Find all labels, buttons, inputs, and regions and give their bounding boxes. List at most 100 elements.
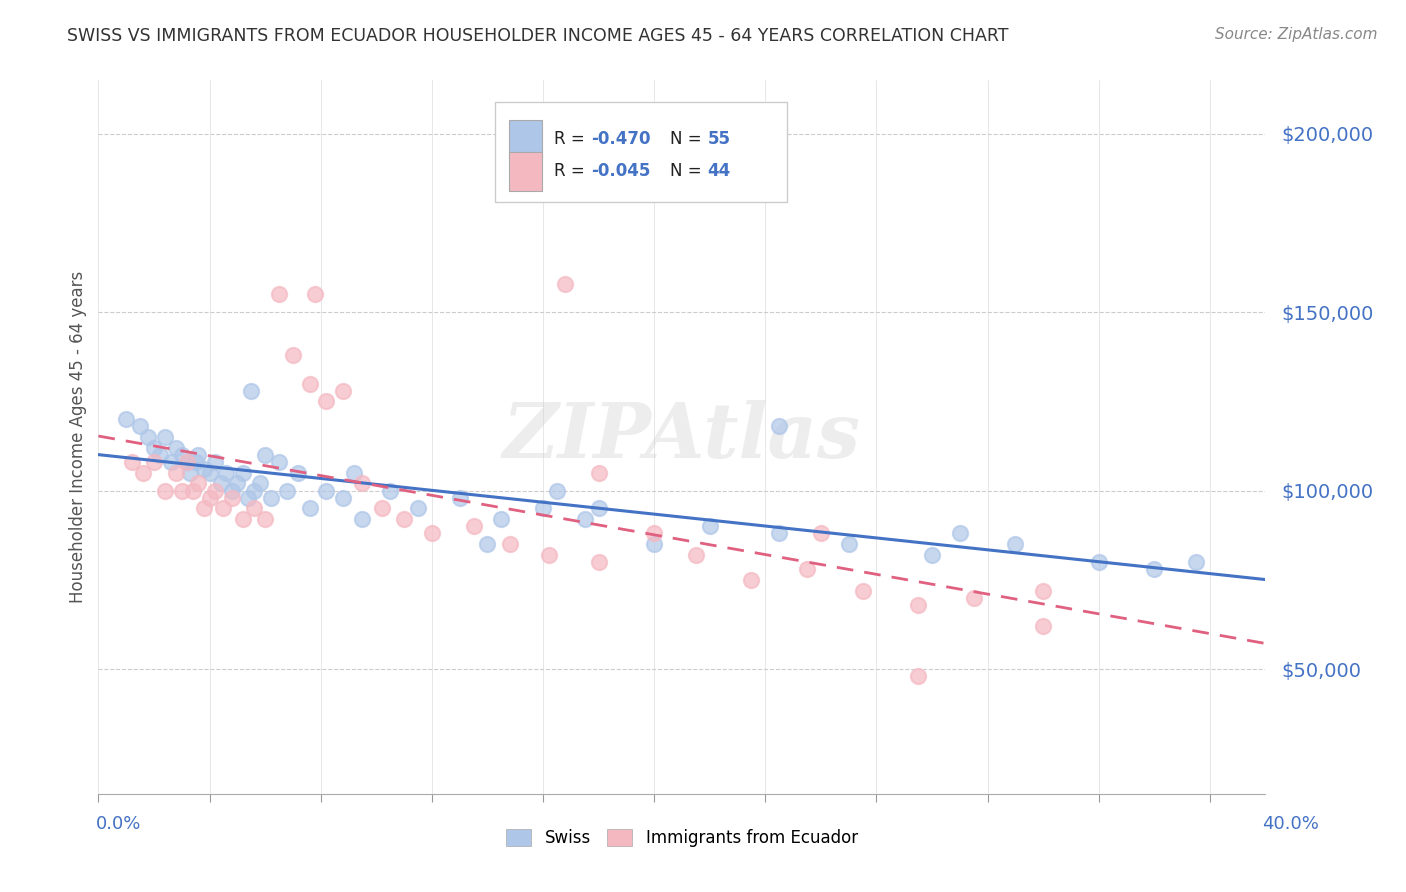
Point	[198, 466, 221, 480]
Point	[267, 455, 290, 469]
Point	[907, 598, 929, 612]
Point	[554, 277, 576, 291]
Point	[254, 512, 277, 526]
Point	[1087, 555, 1109, 569]
Point	[187, 448, 209, 462]
Point	[240, 384, 263, 398]
Point	[392, 512, 415, 526]
Point	[226, 476, 249, 491]
Point	[851, 583, 873, 598]
Text: -0.045: -0.045	[591, 162, 650, 180]
Point	[1143, 562, 1166, 576]
Point	[810, 526, 832, 541]
Point	[298, 376, 321, 391]
Text: 0.0%: 0.0%	[96, 815, 141, 833]
Point	[115, 412, 138, 426]
Point	[332, 491, 354, 505]
Point	[740, 573, 762, 587]
Text: SWISS VS IMMIGRANTS FROM ECUADOR HOUSEHOLDER INCOME AGES 45 - 64 YEARS CORRELATI: SWISS VS IMMIGRANTS FROM ECUADOR HOUSEHO…	[67, 27, 1010, 45]
Point	[907, 669, 929, 683]
Point	[643, 537, 665, 551]
Point	[537, 548, 560, 562]
Text: ZIPAtlas: ZIPAtlas	[503, 401, 860, 474]
Point	[768, 419, 790, 434]
Point	[198, 491, 221, 505]
Point	[1185, 555, 1208, 569]
Y-axis label: Householder Income Ages 45 - 64 years: Householder Income Ages 45 - 64 years	[69, 271, 87, 603]
Point	[643, 526, 665, 541]
Point	[463, 519, 485, 533]
Point	[212, 501, 235, 516]
Point	[921, 548, 943, 562]
Point	[176, 455, 198, 469]
Point	[588, 555, 610, 569]
Point	[949, 526, 972, 541]
Point	[129, 419, 152, 434]
Point	[260, 491, 283, 505]
Point	[179, 466, 201, 480]
Point	[170, 483, 193, 498]
Point	[588, 501, 610, 516]
Point	[699, 519, 721, 533]
Point	[193, 501, 215, 516]
Point	[449, 491, 471, 505]
Point	[148, 448, 170, 462]
Point	[243, 483, 266, 498]
Point	[531, 501, 554, 516]
Point	[184, 455, 207, 469]
Point	[209, 476, 232, 491]
Point	[498, 537, 520, 551]
Text: N =: N =	[671, 130, 707, 148]
Point	[332, 384, 354, 398]
Legend: Swiss, Immigrants from Ecuador: Swiss, Immigrants from Ecuador	[499, 822, 865, 854]
Point	[1032, 583, 1054, 598]
Point	[768, 526, 790, 541]
Point	[380, 483, 402, 498]
Text: R =: R =	[554, 162, 589, 180]
Point	[546, 483, 568, 498]
Point	[181, 483, 204, 498]
Point	[685, 548, 707, 562]
FancyBboxPatch shape	[509, 152, 541, 191]
Point	[132, 466, 155, 480]
Point	[249, 476, 271, 491]
Point	[287, 466, 309, 480]
Text: 55: 55	[707, 130, 731, 148]
Point	[170, 448, 193, 462]
Point	[1032, 619, 1054, 633]
Point	[204, 455, 226, 469]
Point	[281, 348, 304, 362]
Text: 40.0%: 40.0%	[1263, 815, 1319, 833]
Point	[143, 441, 166, 455]
Text: -0.470: -0.470	[591, 130, 651, 148]
Point	[298, 501, 321, 516]
Point	[477, 537, 499, 551]
Point	[138, 430, 160, 444]
Point	[267, 287, 290, 301]
Point	[193, 462, 215, 476]
Point	[187, 476, 209, 491]
Point	[238, 491, 260, 505]
Point	[315, 394, 337, 409]
Text: 44: 44	[707, 162, 731, 180]
Point	[491, 512, 513, 526]
Point	[165, 441, 187, 455]
Point	[304, 287, 326, 301]
Text: N =: N =	[671, 162, 707, 180]
FancyBboxPatch shape	[495, 102, 787, 202]
Point	[406, 501, 429, 516]
Point	[962, 591, 984, 605]
Point	[574, 512, 596, 526]
Text: R =: R =	[554, 130, 589, 148]
Point	[838, 537, 860, 551]
Point	[121, 455, 143, 469]
Point	[371, 501, 394, 516]
Point	[215, 466, 238, 480]
Point	[315, 483, 337, 498]
Point	[352, 476, 374, 491]
Text: Source: ZipAtlas.com: Source: ZipAtlas.com	[1215, 27, 1378, 42]
Point	[204, 483, 226, 498]
Point	[159, 455, 181, 469]
Point	[276, 483, 298, 498]
Point	[176, 455, 198, 469]
